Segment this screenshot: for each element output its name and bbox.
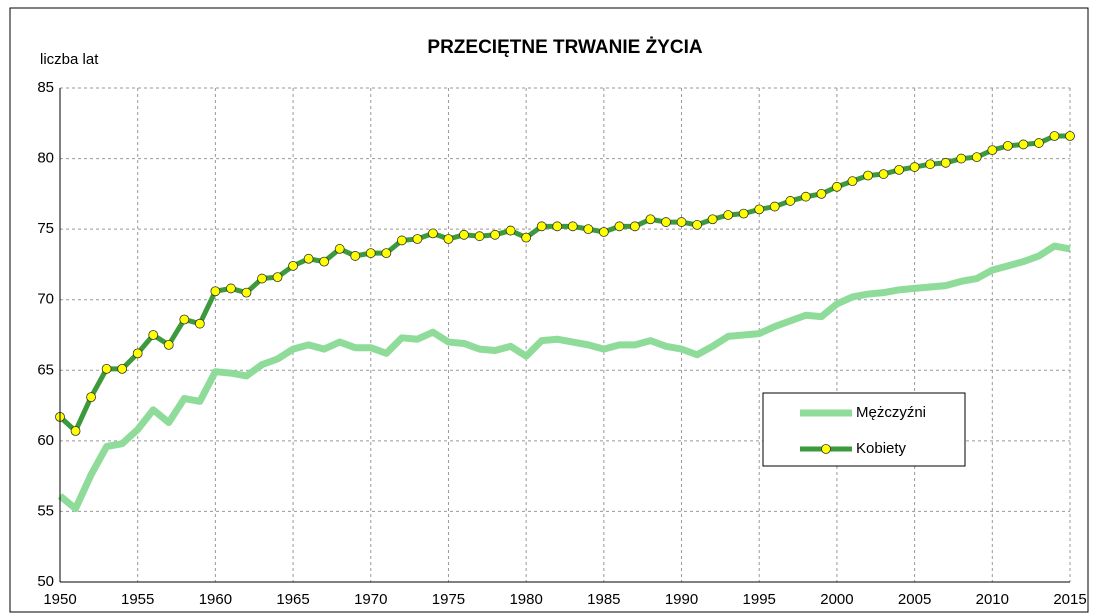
data-point xyxy=(692,220,702,230)
data-point xyxy=(428,228,438,239)
data-point xyxy=(723,210,734,220)
data-point xyxy=(800,191,811,202)
data-point xyxy=(1065,131,1075,141)
legend-marker xyxy=(821,444,831,454)
x-tick-label: 2015 xyxy=(1053,591,1086,608)
data-point xyxy=(117,363,128,374)
x-tick-label: 1970 xyxy=(354,591,387,608)
data-point xyxy=(1049,131,1060,141)
data-point xyxy=(505,225,516,236)
data-point xyxy=(909,162,920,172)
data-point xyxy=(661,217,671,227)
legend-label: Kobiety xyxy=(856,440,907,457)
data-point xyxy=(396,235,407,246)
data-point xyxy=(940,157,951,168)
x-tick-label: 2010 xyxy=(976,591,1009,608)
x-tick-label: 2005 xyxy=(898,591,931,608)
data-point xyxy=(863,170,873,181)
data-point xyxy=(490,229,500,240)
data-point xyxy=(257,273,267,284)
chart-title: PRZECIĘTNE TRWANIE ŻYCIA xyxy=(427,37,702,58)
x-tick-label: 1975 xyxy=(432,591,465,608)
data-point xyxy=(832,181,842,192)
data-point xyxy=(226,283,236,294)
data-point xyxy=(785,196,796,206)
lines xyxy=(55,131,1075,513)
data-point xyxy=(148,330,159,340)
data-point xyxy=(474,231,485,242)
y-tick-label: 65 xyxy=(37,361,54,378)
data-point xyxy=(630,221,640,232)
chart-border xyxy=(9,7,1089,613)
data-point xyxy=(241,287,252,298)
data-point xyxy=(583,224,594,235)
y-tick-label: 75 xyxy=(37,220,54,237)
data-point xyxy=(132,348,143,359)
data-point xyxy=(971,152,982,163)
data-point xyxy=(350,251,361,261)
data-point xyxy=(878,169,889,179)
data-point xyxy=(738,208,749,219)
y-tick-label: 80 xyxy=(37,150,54,167)
data-point xyxy=(381,248,392,259)
x-tick-label: 2000 xyxy=(820,591,853,608)
data-point xyxy=(645,214,656,225)
data-point xyxy=(334,244,345,254)
y-tick-label: 70 xyxy=(37,291,54,308)
x-tick-label: 1980 xyxy=(509,591,542,608)
data-point xyxy=(987,145,998,156)
data-point xyxy=(1034,138,1044,148)
y-tick-label: 55 xyxy=(37,502,54,519)
data-point xyxy=(179,314,190,325)
data-point xyxy=(552,221,563,232)
data-point xyxy=(412,234,423,244)
data-point xyxy=(210,286,221,297)
data-point xyxy=(272,272,283,283)
data-point xyxy=(536,221,547,232)
data-point xyxy=(86,392,96,403)
data-point xyxy=(459,229,469,240)
data-point xyxy=(925,159,936,170)
data-point xyxy=(676,217,687,227)
data-point xyxy=(1002,140,1013,151)
data-point xyxy=(614,221,625,232)
data-point xyxy=(847,176,858,187)
x-tick-label: 1960 xyxy=(199,591,232,608)
data-point xyxy=(598,227,609,237)
data-point xyxy=(288,260,298,271)
x-tick-label: 1950 xyxy=(43,591,76,608)
data-point xyxy=(707,214,718,225)
y-tick-label: 50 xyxy=(37,573,54,590)
series-line xyxy=(57,242,1071,513)
data-point xyxy=(956,153,967,164)
data-point xyxy=(816,188,827,199)
y-tick-label: 85 xyxy=(37,79,54,96)
x-tick-label: 1955 xyxy=(121,591,154,608)
x-tick-label: 1965 xyxy=(276,591,309,608)
data-point xyxy=(319,256,330,267)
legend-label: Mężczyźni xyxy=(856,404,926,421)
data-point xyxy=(754,204,765,215)
data-point xyxy=(894,164,904,175)
data-point xyxy=(365,248,376,259)
y-axis-label: liczba lat xyxy=(40,51,99,68)
data-point xyxy=(521,232,532,243)
data-point xyxy=(443,234,454,244)
x-tick-label: 1995 xyxy=(743,591,776,608)
legend xyxy=(762,392,966,467)
data-point xyxy=(567,221,578,232)
data-point xyxy=(163,339,174,350)
data-point xyxy=(70,426,81,436)
data-point xyxy=(303,253,314,264)
data-point xyxy=(1018,139,1029,150)
data-point xyxy=(194,318,205,329)
data-point xyxy=(769,201,780,212)
x-tick-label: 1990 xyxy=(665,591,698,608)
data-point xyxy=(101,363,112,374)
y-tick-label: 60 xyxy=(37,432,54,449)
x-tick-label: 1985 xyxy=(587,591,620,608)
